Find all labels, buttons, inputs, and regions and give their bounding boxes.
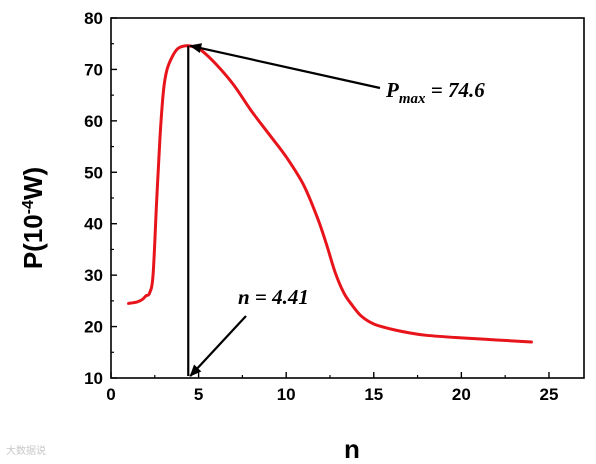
y-tick-label: 80 xyxy=(84,9,103,28)
y-tick-label: 60 xyxy=(84,112,103,131)
x-axis-title: n xyxy=(344,434,360,464)
x-axis: 0 5 10 15 20 25 xyxy=(106,372,558,404)
series-layer xyxy=(127,44,533,344)
x-tick-label: 5 xyxy=(194,385,203,404)
x-tick-label: 0 xyxy=(106,385,115,404)
y-tick-label: 50 xyxy=(84,163,103,182)
x-tick-label: 25 xyxy=(540,385,559,404)
n-optimum-annotation-label: n = 4.41 xyxy=(238,285,309,309)
y-axis-title-sup: -4 xyxy=(20,200,37,214)
plot-frame xyxy=(110,17,585,379)
y-tick-label: 10 xyxy=(84,369,103,388)
power-series-line xyxy=(127,44,533,344)
pmax-arrow xyxy=(189,43,381,90)
pmax-label-prefix: P xyxy=(385,78,399,102)
y-tick-label: 30 xyxy=(84,266,103,285)
pmax-label-sub: max xyxy=(399,91,426,107)
y-axis-title-tail: W) xyxy=(18,167,48,200)
x-tick-label: 15 xyxy=(364,385,383,404)
n-optimum-arrow xyxy=(189,315,247,377)
y-axis-title-main: P(10 xyxy=(18,214,48,269)
annotation-layer xyxy=(187,43,381,377)
y-axis-title: P(10-4W) xyxy=(18,167,48,269)
pmax-label-suffix: = 74.6 xyxy=(426,78,486,102)
x-tick-label: 20 xyxy=(452,385,471,404)
y-tick-label: 70 xyxy=(84,60,103,79)
y-tick-label: 20 xyxy=(84,318,103,337)
plot-border xyxy=(110,17,585,379)
y-axis: 10 20 30 40 50 60 70 80 xyxy=(84,9,117,388)
y-tick-label: 40 xyxy=(84,215,103,234)
watermark: 大数据说 xyxy=(6,446,46,457)
x-tick-label: 10 xyxy=(277,385,296,404)
pmax-annotation-label: Pmax = 74.6 xyxy=(385,78,485,107)
